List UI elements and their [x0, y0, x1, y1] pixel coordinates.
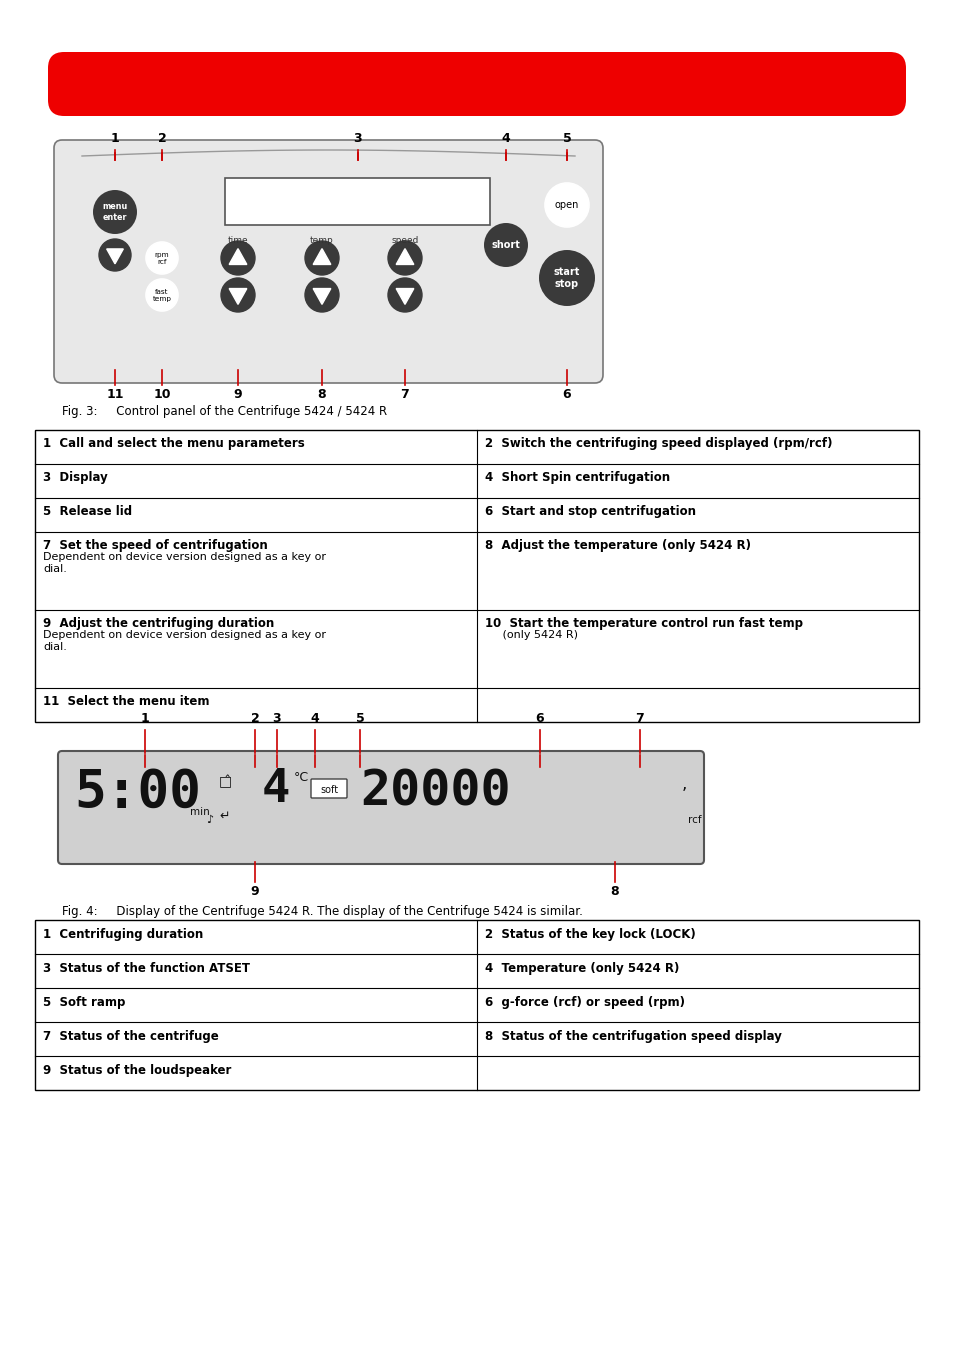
- Text: start
stop: start stop: [554, 267, 579, 289]
- Text: 6: 6: [562, 387, 571, 401]
- Bar: [225, 178, 490, 225]
- Circle shape: [221, 278, 254, 312]
- Text: 5: 5: [355, 711, 364, 725]
- Text: (only 5424 R): (only 5424 R): [484, 630, 578, 640]
- Text: 8  Status of the centrifugation speed display: 8 Status of the centrifugation speed dis…: [484, 1030, 781, 1044]
- FancyBboxPatch shape: [48, 53, 905, 116]
- Text: 9: 9: [233, 387, 242, 401]
- Text: ♪: ♪: [206, 815, 213, 825]
- Text: soft: soft: [319, 784, 337, 795]
- Text: 8  Adjust the temperature (only 5424 R): 8 Adjust the temperature (only 5424 R): [484, 539, 750, 552]
- Text: 9  Status of the loudspeaker: 9 Status of the loudspeaker: [43, 1064, 232, 1077]
- Text: 3  Display: 3 Display: [43, 471, 108, 485]
- Text: 5: 5: [562, 132, 571, 144]
- Text: 10: 10: [153, 387, 171, 401]
- Text: Fig. 3:     Control panel of the Centrifuge 5424 / 5424 R: Fig. 3: Control panel of the Centrifuge …: [62, 405, 387, 418]
- Text: 1  Call and select the menu parameters: 1 Call and select the menu parameters: [43, 437, 304, 450]
- Circle shape: [388, 278, 421, 312]
- Polygon shape: [395, 289, 414, 304]
- Polygon shape: [107, 248, 123, 263]
- Text: ↵: ↵: [219, 810, 230, 824]
- FancyBboxPatch shape: [54, 140, 602, 383]
- FancyBboxPatch shape: [58, 751, 703, 864]
- Text: 5  Release lid: 5 Release lid: [43, 505, 132, 518]
- Text: time: time: [228, 236, 248, 244]
- Text: 6  g-force (rcf) or speed (rpm): 6 g-force (rcf) or speed (rpm): [484, 996, 684, 1008]
- Circle shape: [146, 279, 178, 310]
- Circle shape: [146, 242, 178, 274]
- Text: 4  Short Spin centrifugation: 4 Short Spin centrifugation: [484, 471, 669, 485]
- FancyBboxPatch shape: [311, 779, 347, 798]
- Text: ,: ,: [680, 775, 686, 792]
- Text: 1: 1: [140, 711, 150, 725]
- Polygon shape: [395, 248, 414, 265]
- Text: min: min: [190, 807, 210, 817]
- Circle shape: [99, 239, 131, 271]
- Text: 4: 4: [262, 767, 291, 811]
- Bar: [35, 431, 918, 722]
- Text: 7  Status of the centrifuge: 7 Status of the centrifuge: [43, 1030, 218, 1044]
- Text: 7  Set the speed of centrifugation: 7 Set the speed of centrifugation: [43, 539, 268, 552]
- Text: 8: 8: [610, 886, 618, 898]
- Text: 2  Switch the centrifuging speed displayed (rpm/rcf): 2 Switch the centrifuging speed displaye…: [484, 437, 832, 450]
- Circle shape: [305, 278, 338, 312]
- Text: 3: 3: [354, 132, 362, 144]
- Text: 2: 2: [157, 132, 166, 144]
- Text: open: open: [555, 200, 578, 211]
- Text: 2  Status of the key lock (LOCK): 2 Status of the key lock (LOCK): [484, 927, 695, 941]
- Text: short: short: [491, 240, 520, 250]
- Polygon shape: [313, 289, 331, 304]
- Text: 4  Temperature (only 5424 R): 4 Temperature (only 5424 R): [484, 963, 679, 975]
- Text: Dependent on device version designed as a key or
dial.: Dependent on device version designed as …: [43, 552, 326, 574]
- Text: 3  Status of the function ATSET: 3 Status of the function ATSET: [43, 963, 250, 975]
- Text: 7: 7: [635, 711, 643, 725]
- Circle shape: [538, 250, 595, 306]
- Text: 7: 7: [400, 387, 409, 401]
- Text: 9: 9: [251, 886, 259, 898]
- Text: 5:00: 5:00: [74, 767, 201, 819]
- Text: 6: 6: [536, 711, 544, 725]
- Text: 1: 1: [111, 132, 119, 144]
- Text: 4: 4: [501, 132, 510, 144]
- Circle shape: [544, 184, 588, 227]
- Text: 3: 3: [273, 711, 281, 725]
- Text: 5  Soft ramp: 5 Soft ramp: [43, 996, 125, 1008]
- Text: 4: 4: [311, 711, 319, 725]
- Text: 8: 8: [317, 387, 326, 401]
- Text: Dependent on device version designed as a key or
dial.: Dependent on device version designed as …: [43, 630, 326, 652]
- Text: °C: °C: [294, 771, 309, 784]
- Text: 11  Select the menu item: 11 Select the menu item: [43, 695, 210, 707]
- Bar: [35, 919, 918, 1089]
- Text: fast
temp: fast temp: [152, 289, 172, 301]
- Text: rcf: rcf: [687, 815, 700, 825]
- Text: temp: temp: [310, 236, 334, 244]
- Text: 1  Centrifuging duration: 1 Centrifuging duration: [43, 927, 203, 941]
- Polygon shape: [313, 248, 331, 265]
- Text: Fig. 4:     Display of the Centrifuge 5424 R. The display of the Centrifuge 5424: Fig. 4: Display of the Centrifuge 5424 R…: [62, 904, 582, 918]
- Text: □̂: □̂: [218, 775, 232, 788]
- Text: 2: 2: [251, 711, 259, 725]
- Text: 11: 11: [106, 387, 124, 401]
- Circle shape: [221, 242, 254, 275]
- Circle shape: [388, 242, 421, 275]
- Circle shape: [305, 242, 338, 275]
- Circle shape: [483, 223, 527, 267]
- Text: 10  Start the temperature control run fast temp: 10 Start the temperature control run fas…: [484, 617, 802, 630]
- Circle shape: [92, 190, 137, 234]
- Text: speed: speed: [391, 236, 418, 244]
- Text: 20000: 20000: [359, 767, 510, 815]
- Text: 9  Adjust the centrifuging duration: 9 Adjust the centrifuging duration: [43, 617, 274, 630]
- Text: menu
enter: menu enter: [102, 202, 128, 221]
- Text: 6  Start and stop centrifugation: 6 Start and stop centrifugation: [484, 505, 696, 518]
- Polygon shape: [229, 289, 247, 304]
- Text: rpm
rcf: rpm rcf: [154, 251, 169, 265]
- Polygon shape: [229, 248, 247, 265]
